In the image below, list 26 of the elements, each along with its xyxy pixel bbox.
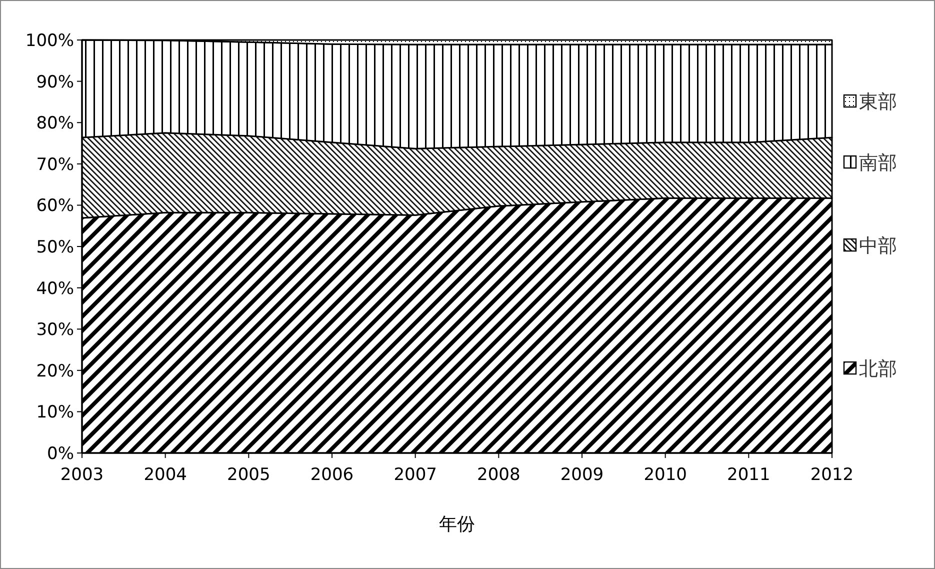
y-tick-label: 0%: [47, 444, 74, 464]
x-axis-title: 年份: [439, 514, 475, 535]
x-tick-label: 2006: [310, 465, 354, 485]
y-tick-label: 50%: [36, 238, 74, 258]
x-tick-label: 2010: [644, 465, 687, 485]
y-tick-label: 40%: [36, 278, 74, 299]
x-tick-label: 2007: [394, 465, 437, 485]
x-tick-label: 2004: [144, 465, 187, 485]
y-tick-label: 80%: [36, 114, 74, 134]
y-tick-label: 30%: [36, 320, 74, 340]
x-tick-label: 2005: [227, 465, 270, 485]
x-tick-label: 2011: [727, 465, 770, 485]
x-tick-label: 2009: [560, 465, 604, 485]
y-tick-label: 70%: [36, 154, 74, 175]
x-tick-label: 2008: [477, 465, 520, 485]
y-tick-label: 10%: [36, 402, 74, 423]
y-tick-label: 100%: [25, 31, 74, 51]
y-tick-label: 60%: [36, 196, 74, 216]
legend-label: 中部: [859, 235, 897, 257]
legend-label: 東部: [859, 91, 897, 113]
legend-label: 北部: [859, 358, 897, 380]
x-tick-label: 2012: [810, 465, 854, 485]
x-tick-label: 2003: [60, 465, 104, 485]
y-tick-label: 90%: [36, 72, 74, 92]
y-tick-label: 20%: [36, 361, 74, 382]
legend-label: 南部: [859, 152, 897, 174]
